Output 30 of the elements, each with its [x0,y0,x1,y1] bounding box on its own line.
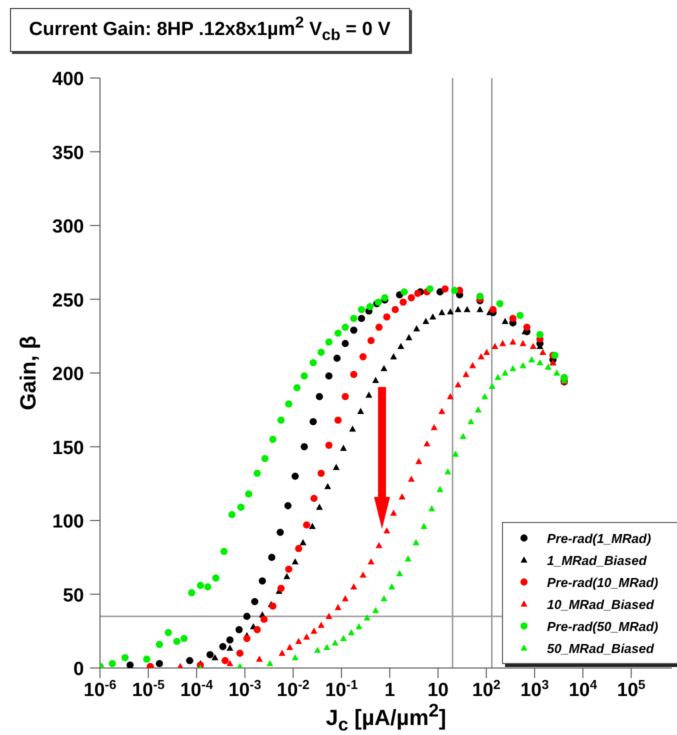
y-tick-label: 400 [52,69,84,90]
x-tick-label: 10$^{-2}$ [276,676,310,701]
y-tick-label: 50 [62,585,84,606]
x-axis-title: J$_{c}$ [µA/µm$^{2}$] [326,700,446,735]
x-tick-label: 10$^{-3}$ [228,676,262,701]
legend-label: Pre-rad(10_MRad) [547,574,658,590]
y-axis-title: Gain, β [15,336,40,410]
y-tick-label: 0 [73,659,84,680]
y-tick-label: 250 [52,290,84,312]
x-tick-label: 10$^{-1}$ [325,676,358,701]
x-tick-label: 10$^{-4}$ [180,676,214,701]
legend-label: 1_MRad_Biased [547,552,647,568]
legend-label: Pre-rad(50_MRad) [547,618,658,634]
legend-label: 50_MRad_Biased [547,640,654,656]
legend-label: Pre-rad(1_MRad) [547,530,652,546]
x-tick-label: 10$^{-6}$ [84,676,116,701]
x-tick-label: 10 [427,680,449,701]
x-tick-label: 10$^{4}$ [568,676,598,701]
y-tick-label: 300 [52,216,84,238]
x-tick-label: 1 [384,680,396,701]
x-tick-label: 10$^{3}$ [520,676,549,701]
y-tick-label: 150 [52,438,84,459]
chart-title: Current Gain: 8HP .12x8x1µm$^{2}$ V$_{cb}$ = 0 V [29,15,391,44]
y-tick-label: 100 [52,512,84,532]
y-tick-label: 350 [52,142,84,164]
x-tick-label: 10$^{2}$ [472,676,501,701]
y-tick-label: 200 [52,364,84,385]
legend-label: 10_MRad_Biased [547,596,654,612]
x-tick-label: 10$^{-5}$ [132,676,165,701]
x-tick-label: 10$^{5}$ [617,676,646,701]
